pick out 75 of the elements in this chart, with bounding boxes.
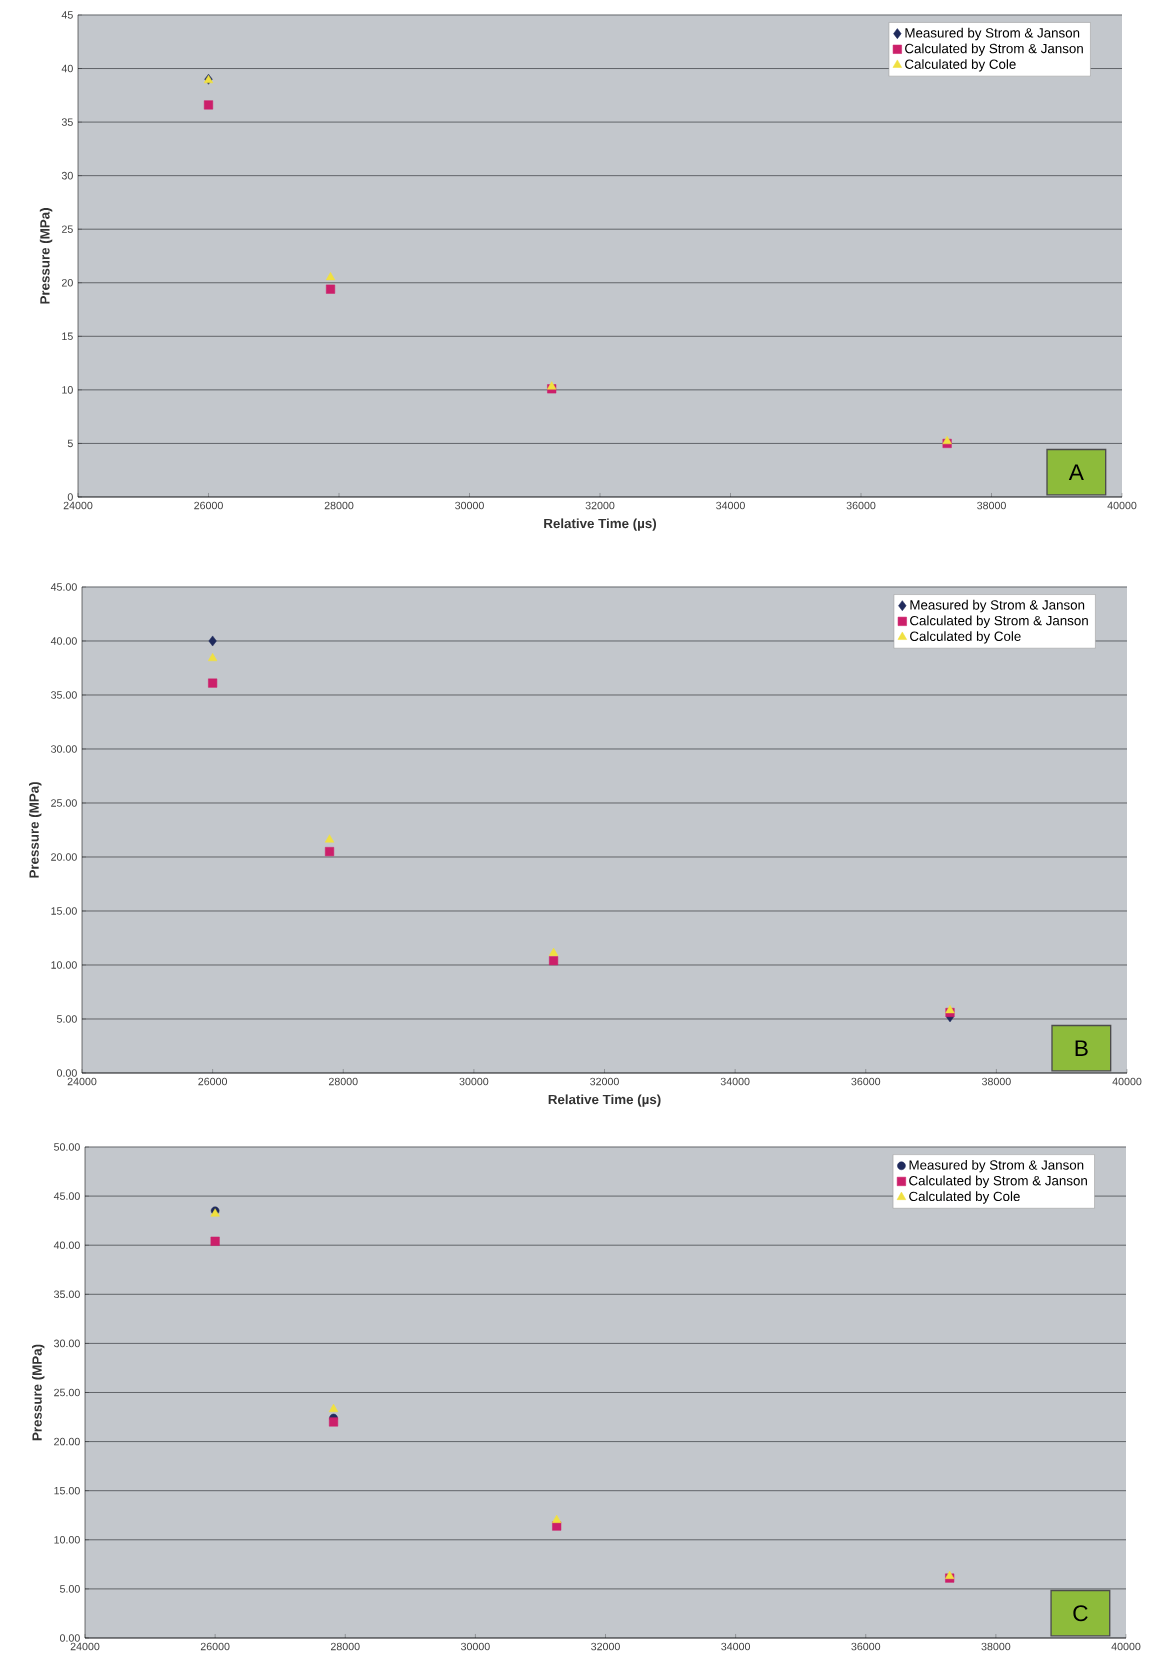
y-tick-label: 40.00	[53, 1241, 80, 1249]
x-tick-label: 32000	[585, 501, 615, 510]
legend-label: Measured by Strom & Janson	[910, 599, 1085, 613]
x-tick-label: 30000	[455, 501, 484, 510]
y-tick-label: 45.00	[50, 583, 77, 591]
x-tick-label: 30000	[460, 1642, 490, 1651]
x-tick-label: 24000	[63, 501, 93, 510]
y-tick-label: 40.00	[50, 637, 77, 645]
x-tick-label: 26000	[200, 1642, 230, 1651]
y-tick-label: 35.00	[50, 691, 77, 699]
annotation: A	[1068, 464, 1084, 480]
y-tick-label: 35.00	[53, 1290, 80, 1299]
legend-label: Measured by Strom & Janson	[905, 27, 1080, 41]
y-tick-label: 5.00	[59, 1585, 80, 1593]
x-tick-label: 26000	[194, 501, 223, 510]
y-tick-label: 15	[62, 332, 73, 341]
y-tick-label: 30.00	[50, 745, 77, 753]
y-tick-label: 5	[67, 439, 73, 448]
y-tick-label: 25	[61, 225, 73, 233]
x-tick-label: 26000	[198, 1077, 228, 1086]
y-axis-title: Pressure (MPa)	[32, 1344, 45, 1441]
x-tick-label: 40000	[1107, 501, 1137, 510]
y-tick-label: 25.00	[54, 1388, 80, 1397]
legend-label: Calculated by Strom & Janson	[909, 1175, 1087, 1189]
legend-label: Calculated by Strom & Janson	[910, 615, 1088, 628]
y-tick-label: 5.00	[56, 1015, 77, 1023]
y-tick-label: 25.00	[51, 799, 77, 807]
y-tick-label: 20.00	[51, 853, 77, 861]
y-axis-title: Pressure (MPa)	[39, 208, 53, 304]
y-tick-label: 50.00	[54, 1143, 80, 1151]
y-tick-label: 0.00	[56, 1069, 77, 1077]
annotation: C	[1073, 1605, 1088, 1622]
x-tick-label: 40000	[1112, 1077, 1142, 1086]
x-tick-label: 34000	[721, 1642, 751, 1651]
legend-label: Calculated by Cole	[910, 631, 1021, 644]
y-tick-label: 40	[61, 64, 73, 73]
x-tick-label: 30000	[459, 1077, 489, 1086]
x-tick-label: 40000	[1111, 1642, 1141, 1651]
y-tick-label: 30	[61, 171, 73, 180]
x-tick-label: 28000	[324, 501, 354, 510]
x-tick-label: 38000	[981, 1077, 1011, 1086]
y-tick-label: 45	[61, 11, 73, 19]
y-tick-label: 20	[61, 278, 73, 287]
x-tick-label: 34000	[716, 501, 745, 510]
y-tick-label: 20.00	[54, 1437, 80, 1446]
y-tick-label: 10	[62, 386, 73, 394]
x-tick-label: 36000	[846, 501, 876, 510]
x-tick-label: 24000	[67, 1077, 97, 1086]
y-tick-label: 15.00	[54, 1486, 80, 1495]
y-tick-label: 15.00	[51, 907, 77, 915]
legend-label: Calculated by Cole	[909, 1191, 1020, 1204]
y-tick-label: 30.00	[53, 1339, 80, 1348]
y-tick-label: 45.00	[53, 1192, 80, 1200]
x-tick-label: 36000	[851, 1642, 881, 1651]
legend-label: Measured by Strom & Janson	[909, 1159, 1084, 1173]
legend-label: Calculated by Cole	[905, 59, 1016, 72]
x-axis-title: Relative Time (µs)	[544, 518, 657, 531]
y-tick-label: 0	[67, 493, 73, 501]
y-tick-label: 0.00	[59, 1634, 80, 1642]
y-tick-label: 35	[61, 118, 73, 126]
y-tick-label: 10.00	[51, 961, 77, 969]
x-tick-label: 36000	[851, 1077, 881, 1086]
x-tick-label: 24000	[70, 1642, 100, 1651]
x-tick-label: 34000	[720, 1077, 750, 1086]
x-tick-label: 28000	[330, 1642, 360, 1651]
annotation: B	[1075, 1040, 1088, 1056]
x-tick-label: 38000	[977, 501, 1006, 510]
legend-label: Calculated by Strom & Janson	[905, 43, 1083, 56]
x-tick-label: 28000	[328, 1077, 358, 1086]
x-axis-title: Relative Time (µs)	[548, 1094, 661, 1107]
y-tick-label: 10.00	[54, 1536, 80, 1544]
x-tick-label: 32000	[591, 1642, 620, 1651]
x-tick-label: 38000	[981, 1642, 1011, 1651]
x-tick-label: 32000	[590, 1077, 619, 1086]
y-axis-title: Pressure (MPa)	[29, 782, 42, 878]
